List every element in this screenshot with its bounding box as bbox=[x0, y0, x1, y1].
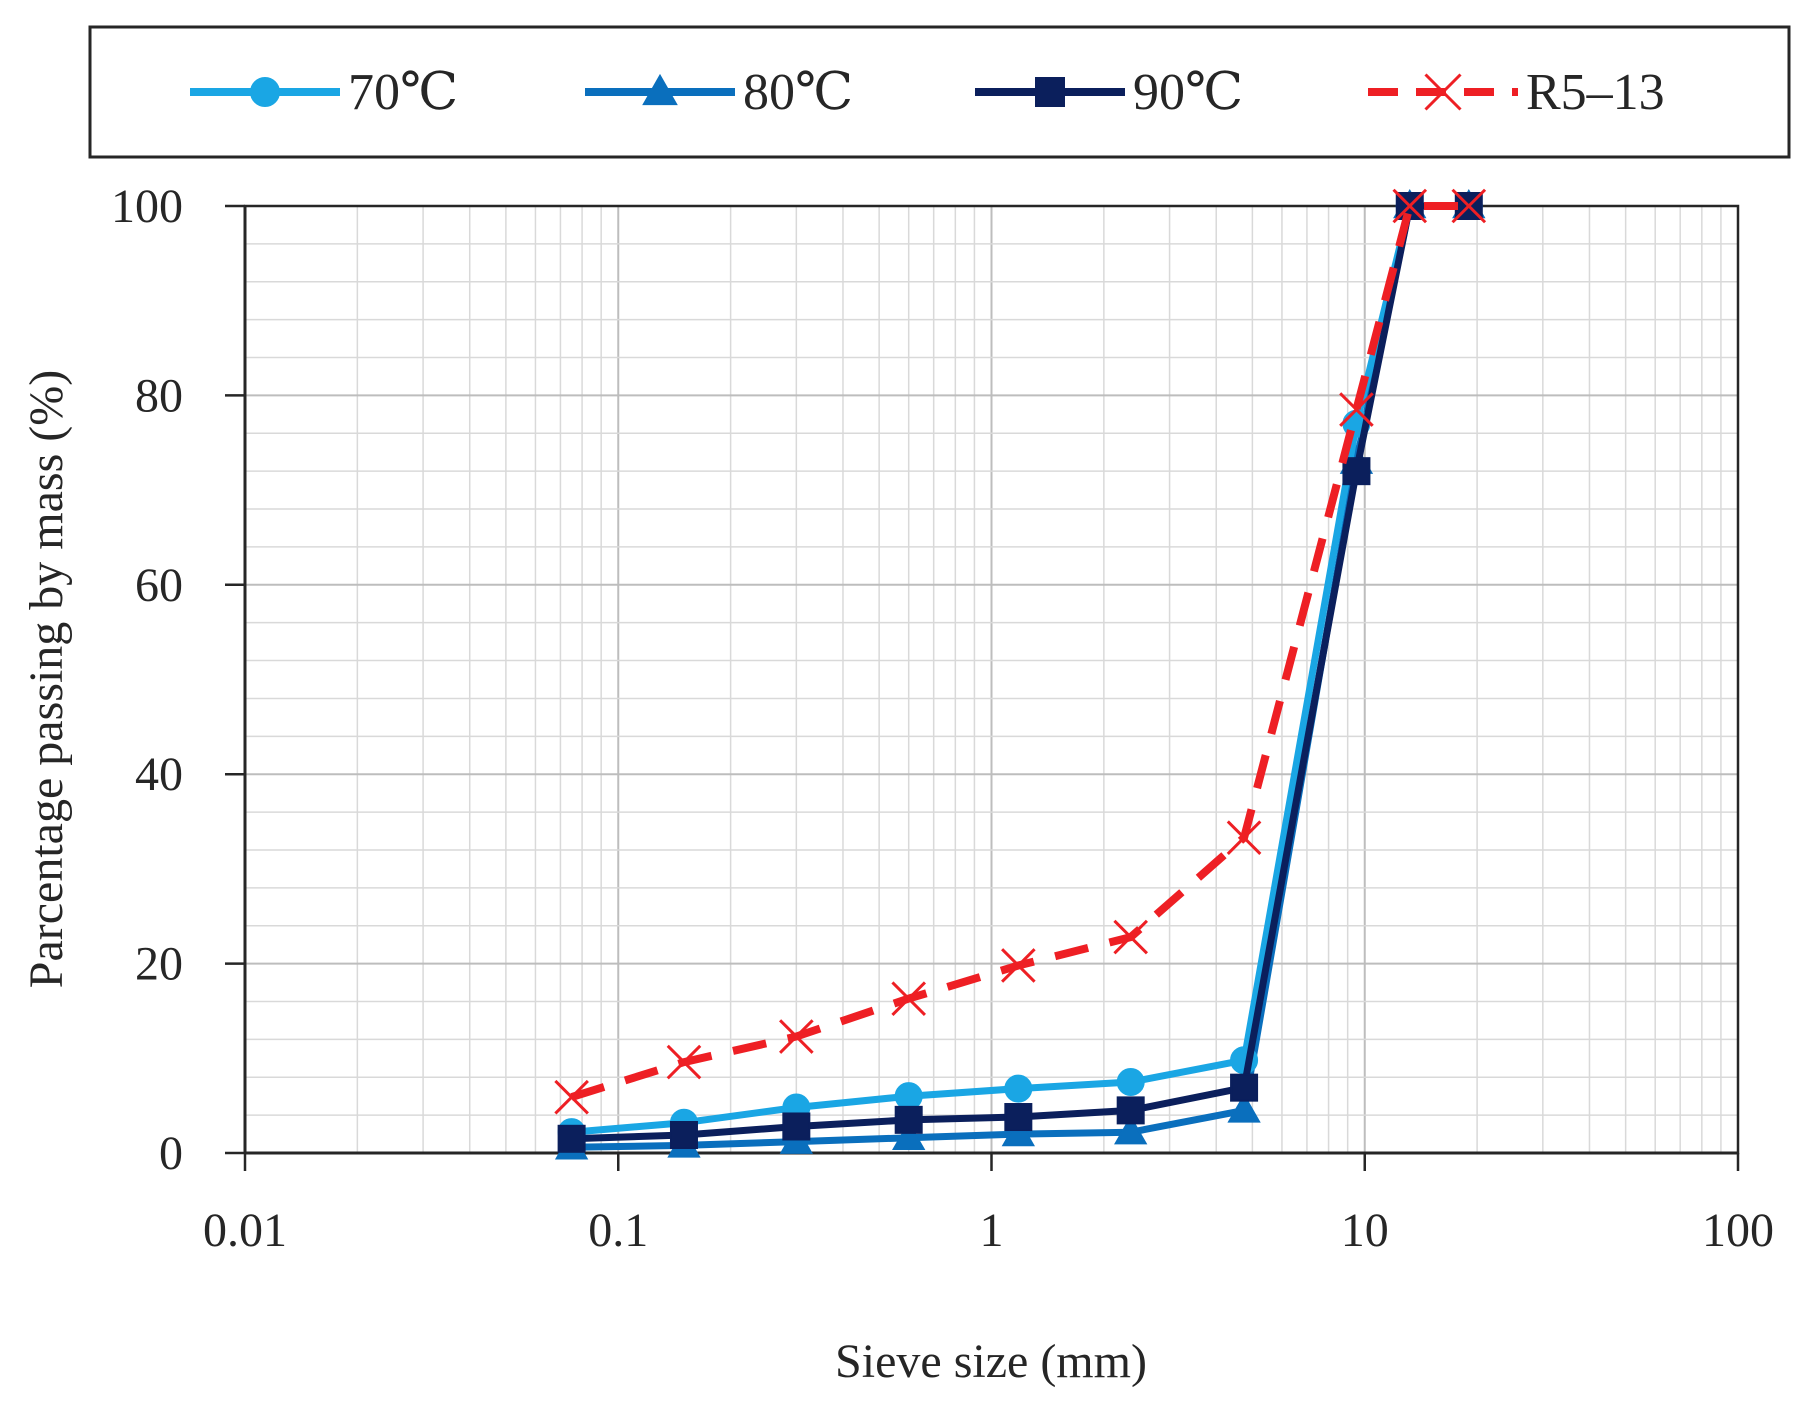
y-tick-label: 60 bbox=[135, 559, 183, 612]
legend-marker bbox=[1035, 77, 1065, 107]
marker-stroke bbox=[1226, 820, 1262, 855]
marker-stroke bbox=[1451, 188, 1487, 224]
y-tick-label: 0 bbox=[159, 1127, 183, 1180]
marker-stroke bbox=[891, 981, 927, 1016]
legend-marker bbox=[642, 73, 678, 106]
legend-item: 90℃ bbox=[975, 64, 1243, 121]
data-point bbox=[1001, 1117, 1036, 1147]
legend-item: R5–13 bbox=[1368, 64, 1665, 121]
data-point bbox=[1113, 919, 1149, 955]
data-point bbox=[1116, 1067, 1145, 1096]
data-point bbox=[1230, 1073, 1259, 1102]
data-point bbox=[554, 1079, 589, 1115]
legend-label: R5–13 bbox=[1526, 64, 1665, 121]
y-tick-label: 40 bbox=[135, 748, 183, 801]
data-point bbox=[782, 1112, 811, 1141]
data-point bbox=[1004, 1074, 1033, 1103]
marker-stroke bbox=[1392, 188, 1428, 224]
legend-box bbox=[88, 25, 1791, 159]
series-line bbox=[571, 202, 1469, 1151]
data-point bbox=[666, 1044, 702, 1080]
x-tick-label: 1 bbox=[980, 1204, 1004, 1257]
x-tick-label: 100 bbox=[1702, 1204, 1774, 1257]
data-point bbox=[1339, 392, 1374, 427]
data-point bbox=[894, 1105, 923, 1134]
data-point bbox=[1392, 188, 1428, 224]
data-point bbox=[1114, 1115, 1148, 1145]
data-point bbox=[1116, 1096, 1145, 1125]
data-point bbox=[1451, 188, 1487, 224]
legend-label: 90℃ bbox=[1133, 64, 1243, 121]
data-point bbox=[1227, 1093, 1261, 1123]
x-tick-label: 0.1 bbox=[588, 1204, 648, 1257]
legend-label: 70℃ bbox=[348, 64, 458, 121]
marker-stroke bbox=[1339, 392, 1374, 427]
marker-stroke bbox=[554, 1079, 589, 1115]
grid bbox=[245, 206, 1738, 1153]
data-point bbox=[1001, 948, 1036, 983]
series-line bbox=[570, 202, 1469, 1101]
marker-stroke bbox=[779, 1019, 814, 1054]
data-point bbox=[1226, 820, 1262, 855]
data-point bbox=[892, 1120, 926, 1151]
y-tick-label: 100 bbox=[111, 180, 183, 233]
series bbox=[554, 188, 1487, 1160]
data-point bbox=[1004, 1103, 1033, 1132]
y-tick-label: 20 bbox=[135, 938, 183, 991]
x-tick-label: 0.01 bbox=[203, 1204, 287, 1257]
marker-stroke bbox=[1001, 948, 1036, 983]
marker-stroke bbox=[666, 1044, 702, 1080]
legend-item: 70℃ bbox=[190, 64, 458, 121]
data-point bbox=[779, 1019, 814, 1054]
data-point bbox=[1342, 457, 1371, 486]
data-point bbox=[669, 1121, 698, 1150]
marker-stroke bbox=[1424, 73, 1462, 111]
x-axis-label: Sieve size (mm) bbox=[835, 1335, 1147, 1388]
legend-marker bbox=[1424, 73, 1462, 111]
y-axis-label: Parcentage passing by mass (%) bbox=[20, 370, 73, 989]
legend-item: 80℃ bbox=[585, 64, 853, 121]
y-tick-label: 80 bbox=[135, 369, 183, 422]
legend: 70℃ 80℃ 90℃ R5–13 bbox=[190, 64, 1665, 121]
data-point bbox=[891, 981, 927, 1016]
legend-label: 80℃ bbox=[743, 64, 853, 121]
marker-stroke bbox=[1113, 919, 1149, 955]
data-point bbox=[557, 1124, 586, 1153]
data-point bbox=[894, 1082, 923, 1111]
x-tick-label: 10 bbox=[1341, 1204, 1389, 1257]
axes: 0.01 0.1 1 10 100 0 20 40 60 80 100 bbox=[111, 180, 1774, 1257]
series-line bbox=[571, 202, 1469, 1143]
legend-marker bbox=[250, 77, 280, 107]
series-line bbox=[571, 202, 1469, 1136]
